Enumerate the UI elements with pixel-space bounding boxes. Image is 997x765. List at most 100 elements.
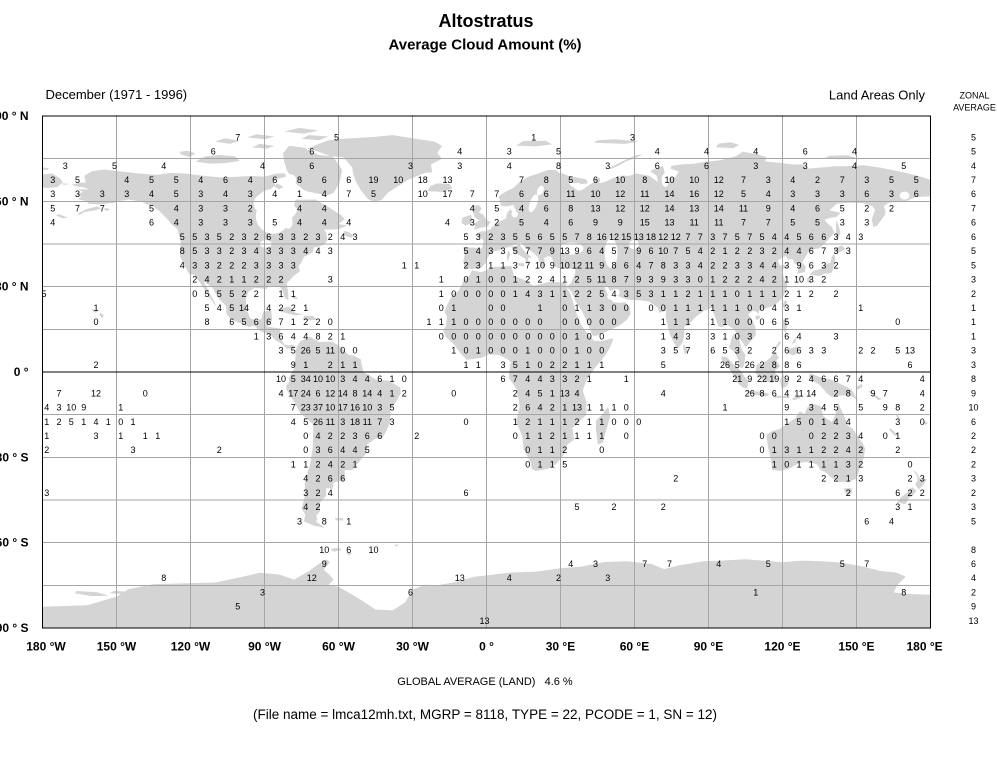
svg-text:1: 1 — [587, 417, 592, 427]
svg-text:3: 3 — [500, 232, 505, 242]
svg-text:4: 4 — [809, 374, 814, 384]
svg-text:2: 2 — [971, 431, 976, 441]
svg-text:14: 14 — [664, 203, 674, 213]
svg-text:1: 1 — [673, 303, 678, 313]
svg-text:11: 11 — [597, 275, 606, 285]
svg-text:3: 3 — [500, 246, 505, 256]
svg-text:1: 1 — [624, 374, 629, 384]
svg-text:0: 0 — [118, 417, 123, 427]
svg-text:60 °W: 60 °W — [322, 640, 355, 654]
svg-text:3: 3 — [278, 232, 283, 242]
svg-text:10: 10 — [276, 374, 286, 384]
svg-text:3: 3 — [821, 260, 826, 270]
svg-text:0: 0 — [488, 317, 493, 327]
svg-text:3: 3 — [192, 260, 197, 270]
svg-text:2: 2 — [254, 275, 259, 285]
svg-text:2: 2 — [550, 360, 555, 370]
svg-text:4: 4 — [346, 218, 351, 228]
svg-text:1: 1 — [587, 360, 592, 370]
svg-text:5: 5 — [914, 175, 919, 185]
svg-text:10: 10 — [658, 246, 668, 256]
svg-text:4: 4 — [852, 161, 857, 171]
svg-text:8: 8 — [642, 175, 647, 185]
svg-text:5: 5 — [833, 403, 838, 413]
svg-text:1: 1 — [599, 417, 604, 427]
svg-text:2: 2 — [587, 289, 592, 299]
svg-text:3: 3 — [685, 331, 690, 341]
svg-text:26: 26 — [313, 417, 323, 427]
svg-text:4: 4 — [180, 260, 185, 270]
svg-text:6: 6 — [278, 331, 283, 341]
svg-text:3: 3 — [50, 189, 55, 199]
svg-text:4: 4 — [322, 189, 327, 199]
svg-text:4: 4 — [174, 203, 179, 213]
svg-text:1: 1 — [106, 417, 111, 427]
svg-text:1: 1 — [463, 360, 468, 370]
svg-text:6: 6 — [377, 431, 382, 441]
svg-text:1: 1 — [451, 346, 456, 356]
svg-text:4: 4 — [315, 246, 320, 256]
svg-text:5: 5 — [334, 132, 339, 142]
svg-text:3: 3 — [920, 474, 925, 484]
svg-text:3: 3 — [864, 218, 869, 228]
svg-text:4: 4 — [519, 203, 524, 213]
svg-text:5: 5 — [463, 246, 468, 256]
svg-text:6: 6 — [655, 161, 660, 171]
svg-text:2: 2 — [525, 417, 530, 427]
svg-text:7: 7 — [846, 374, 851, 384]
svg-text:5: 5 — [389, 403, 394, 413]
svg-text:2: 2 — [217, 275, 222, 285]
svg-text:3: 3 — [840, 218, 845, 228]
svg-text:3: 3 — [124, 189, 129, 199]
svg-text:0: 0 — [611, 303, 616, 313]
svg-text:3: 3 — [352, 431, 357, 441]
svg-text:1: 1 — [550, 388, 555, 398]
svg-text:11: 11 — [739, 203, 748, 213]
svg-text:3: 3 — [457, 161, 462, 171]
svg-text:1: 1 — [476, 346, 481, 356]
svg-text:5: 5 — [525, 232, 530, 242]
svg-text:2: 2 — [747, 346, 752, 356]
svg-text:6: 6 — [525, 403, 530, 413]
svg-text:7: 7 — [883, 388, 888, 398]
svg-text:5: 5 — [858, 403, 863, 413]
svg-text:3: 3 — [278, 346, 283, 356]
svg-text:2: 2 — [241, 289, 246, 299]
svg-text:180 °W: 180 °W — [26, 640, 66, 654]
svg-text:2: 2 — [537, 275, 542, 285]
svg-text:0: 0 — [611, 317, 616, 327]
svg-text:1: 1 — [574, 431, 579, 441]
svg-text:4: 4 — [93, 417, 98, 427]
svg-text:6: 6 — [537, 232, 542, 242]
svg-text:0: 0 — [451, 388, 456, 398]
svg-text:5: 5 — [895, 346, 900, 356]
svg-text:3: 3 — [63, 161, 68, 171]
svg-text:1: 1 — [352, 360, 357, 370]
svg-text:10: 10 — [418, 189, 428, 199]
svg-text:2: 2 — [340, 459, 345, 469]
svg-text:6: 6 — [809, 260, 814, 270]
svg-text:5: 5 — [149, 203, 154, 213]
svg-text:3: 3 — [340, 374, 345, 384]
svg-text:2: 2 — [303, 232, 308, 242]
svg-text:4: 4 — [297, 203, 302, 213]
svg-text:3: 3 — [266, 260, 271, 270]
svg-text:1: 1 — [550, 445, 555, 455]
svg-text:2: 2 — [772, 246, 777, 256]
svg-text:1: 1 — [796, 445, 801, 455]
svg-text:13: 13 — [560, 388, 570, 398]
svg-text:2: 2 — [328, 331, 333, 341]
svg-text:4: 4 — [457, 147, 462, 157]
svg-text:3: 3 — [673, 260, 678, 270]
svg-text:6: 6 — [971, 559, 976, 569]
svg-text:5: 5 — [971, 260, 976, 270]
svg-text:4: 4 — [352, 445, 357, 455]
svg-text:2: 2 — [328, 431, 333, 441]
svg-text:4: 4 — [174, 218, 179, 228]
svg-text:4: 4 — [254, 246, 259, 256]
svg-text:3: 3 — [809, 403, 814, 413]
svg-text:5: 5 — [556, 147, 561, 157]
svg-text:2: 2 — [315, 474, 320, 484]
svg-text:3: 3 — [809, 346, 814, 356]
svg-text:5: 5 — [291, 374, 296, 384]
